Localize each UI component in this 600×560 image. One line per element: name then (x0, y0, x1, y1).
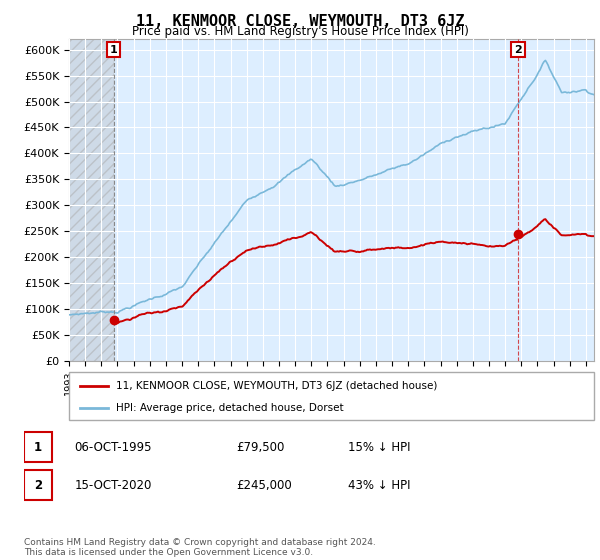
Text: £79,500: £79,500 (236, 441, 284, 454)
Text: 15% ↓ HPI: 15% ↓ HPI (347, 441, 410, 454)
Text: 1: 1 (34, 441, 42, 454)
Text: 2: 2 (34, 479, 42, 492)
Text: 06-OCT-1995: 06-OCT-1995 (74, 441, 152, 454)
Text: 2: 2 (514, 45, 522, 54)
Text: 11, KENMOOR CLOSE, WEYMOUTH, DT3 6JZ: 11, KENMOOR CLOSE, WEYMOUTH, DT3 6JZ (136, 14, 464, 29)
Text: HPI: Average price, detached house, Dorset: HPI: Average price, detached house, Dors… (116, 403, 344, 413)
FancyBboxPatch shape (69, 372, 594, 420)
Bar (69, 39, 114, 361)
Text: 15-OCT-2020: 15-OCT-2020 (74, 479, 152, 492)
Text: 1: 1 (110, 45, 118, 54)
FancyBboxPatch shape (24, 470, 52, 500)
Text: £245,000: £245,000 (236, 479, 292, 492)
FancyBboxPatch shape (24, 432, 52, 463)
Text: Contains HM Land Registry data © Crown copyright and database right 2024.
This d: Contains HM Land Registry data © Crown c… (24, 538, 376, 557)
Text: 11, KENMOOR CLOSE, WEYMOUTH, DT3 6JZ (detached house): 11, KENMOOR CLOSE, WEYMOUTH, DT3 6JZ (de… (116, 381, 437, 391)
Text: 43% ↓ HPI: 43% ↓ HPI (347, 479, 410, 492)
Text: Price paid vs. HM Land Registry's House Price Index (HPI): Price paid vs. HM Land Registry's House … (131, 25, 469, 38)
